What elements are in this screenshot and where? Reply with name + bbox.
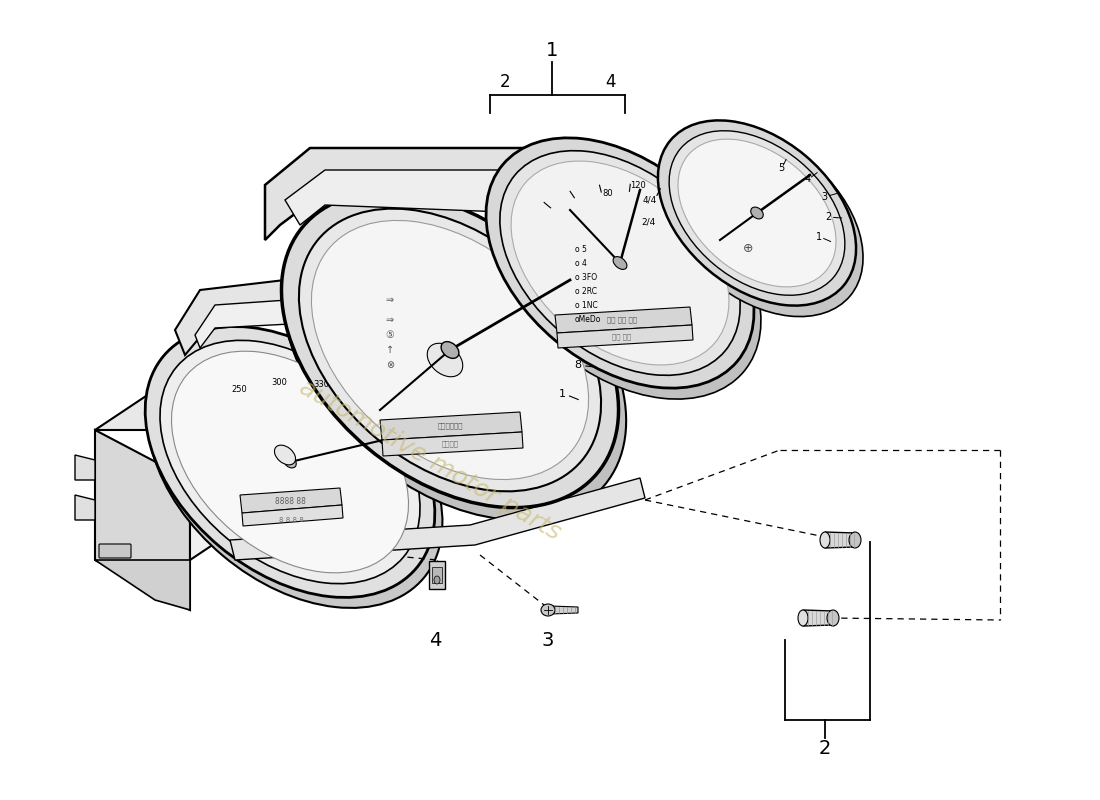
- Ellipse shape: [284, 456, 296, 468]
- Text: 120: 120: [630, 182, 646, 190]
- Text: 3: 3: [542, 630, 554, 650]
- Polygon shape: [429, 561, 446, 589]
- Ellipse shape: [820, 532, 830, 548]
- Text: 7: 7: [574, 330, 582, 340]
- Text: ⬛⬛⬛⬛: ⬛⬛⬛⬛: [441, 441, 459, 447]
- Text: o 2RC: o 2RC: [575, 287, 597, 297]
- Ellipse shape: [282, 192, 618, 508]
- Text: 1: 1: [559, 389, 566, 398]
- Polygon shape: [195, 295, 395, 348]
- Ellipse shape: [311, 221, 588, 479]
- Polygon shape: [803, 610, 833, 626]
- Ellipse shape: [678, 139, 836, 287]
- Text: ⬛⬛⬛⬛⬛⬛: ⬛⬛⬛⬛⬛⬛: [438, 422, 463, 430]
- Text: ⬛⬛ ⬛⬛ ⬛⬛: ⬛⬛ ⬛⬛ ⬛⬛: [607, 317, 637, 323]
- Text: oMeDo: oMeDo: [575, 315, 602, 325]
- Bar: [432, 567, 442, 583]
- Text: ⑤: ⑤: [386, 330, 395, 340]
- Text: 2: 2: [826, 212, 832, 222]
- Text: 6: 6: [559, 302, 566, 311]
- Ellipse shape: [427, 343, 463, 377]
- Polygon shape: [556, 307, 692, 333]
- Ellipse shape: [145, 326, 434, 598]
- Text: ⇒: ⇒: [386, 295, 394, 305]
- Text: 80: 80: [603, 189, 614, 198]
- Text: o 1NC: o 1NC: [575, 302, 597, 310]
- Ellipse shape: [849, 532, 861, 548]
- Polygon shape: [95, 430, 190, 610]
- Ellipse shape: [512, 161, 729, 365]
- Ellipse shape: [499, 150, 740, 375]
- Text: o 5: o 5: [575, 246, 587, 254]
- Text: 2: 2: [818, 738, 832, 758]
- Text: 4: 4: [805, 174, 811, 184]
- Polygon shape: [240, 488, 342, 513]
- Text: 2: 2: [499, 73, 510, 91]
- Text: 8: 8: [574, 360, 582, 370]
- Ellipse shape: [284, 200, 626, 520]
- Text: o 3FO: o 3FO: [575, 274, 597, 282]
- Text: 300: 300: [272, 378, 287, 387]
- Polygon shape: [379, 412, 522, 440]
- Text: automotive motor parts: automotive motor parts: [295, 375, 565, 545]
- Polygon shape: [382, 432, 522, 456]
- Polygon shape: [265, 148, 635, 240]
- Polygon shape: [285, 170, 610, 235]
- Text: ↑: ↑: [386, 345, 394, 355]
- Ellipse shape: [798, 610, 808, 626]
- Ellipse shape: [299, 209, 601, 491]
- Text: 1: 1: [816, 232, 823, 242]
- Text: ⇒: ⇒: [386, 315, 394, 325]
- Polygon shape: [75, 495, 95, 520]
- Text: 4: 4: [429, 630, 441, 650]
- Text: 330: 330: [314, 380, 329, 390]
- Polygon shape: [95, 390, 250, 430]
- Text: 8888 88: 8888 88: [275, 497, 306, 506]
- Text: ⊗: ⊗: [386, 360, 394, 370]
- Text: 8 8 8 8: 8 8 8 8: [278, 517, 304, 523]
- Text: 5: 5: [779, 163, 784, 173]
- Polygon shape: [175, 270, 420, 355]
- Text: 1: 1: [546, 41, 558, 59]
- Ellipse shape: [669, 130, 845, 295]
- FancyBboxPatch shape: [99, 544, 131, 558]
- Ellipse shape: [750, 207, 763, 219]
- Ellipse shape: [275, 445, 296, 465]
- Text: 250: 250: [231, 385, 248, 394]
- Ellipse shape: [441, 342, 459, 358]
- Ellipse shape: [827, 610, 839, 626]
- Ellipse shape: [147, 332, 442, 608]
- Polygon shape: [190, 390, 250, 560]
- Polygon shape: [825, 532, 855, 548]
- Ellipse shape: [160, 340, 420, 584]
- Ellipse shape: [661, 127, 864, 317]
- Text: o 4: o 4: [575, 259, 587, 269]
- Ellipse shape: [486, 138, 754, 388]
- Polygon shape: [75, 455, 95, 480]
- Polygon shape: [230, 478, 645, 560]
- Ellipse shape: [658, 120, 856, 306]
- Polygon shape: [242, 505, 343, 526]
- Ellipse shape: [490, 145, 761, 399]
- Text: 5: 5: [530, 278, 537, 288]
- Text: 3: 3: [822, 191, 827, 202]
- Polygon shape: [557, 325, 693, 348]
- Ellipse shape: [434, 576, 440, 584]
- Text: ⊕: ⊕: [742, 242, 754, 254]
- Ellipse shape: [172, 351, 408, 573]
- Text: ⬛⬛ ⬛⬛: ⬛⬛ ⬛⬛: [613, 334, 631, 340]
- Polygon shape: [550, 606, 578, 614]
- Ellipse shape: [613, 257, 627, 270]
- Text: 4/4: 4/4: [642, 195, 657, 205]
- Text: 2/4: 2/4: [641, 218, 656, 226]
- Text: 4: 4: [605, 73, 615, 91]
- Ellipse shape: [541, 604, 556, 616]
- Polygon shape: [95, 560, 190, 610]
